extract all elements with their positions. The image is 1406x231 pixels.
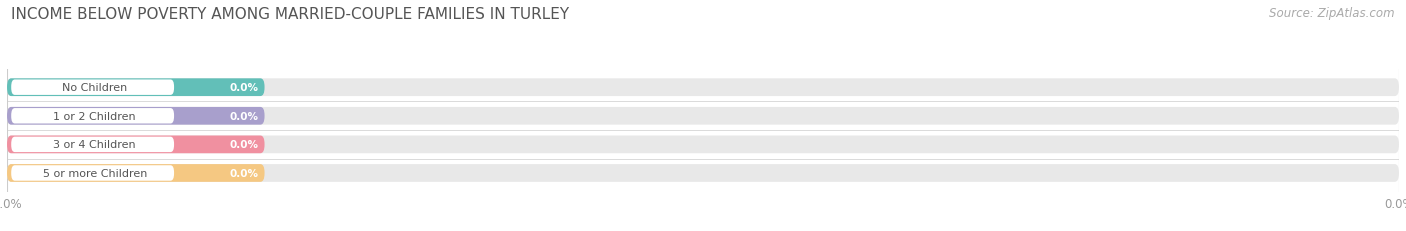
FancyBboxPatch shape	[7, 136, 1399, 154]
Text: 5 or more Children: 5 or more Children	[42, 168, 146, 178]
Text: 1 or 2 Children: 1 or 2 Children	[53, 111, 136, 121]
FancyBboxPatch shape	[7, 107, 264, 125]
FancyBboxPatch shape	[11, 137, 174, 152]
FancyBboxPatch shape	[7, 107, 1399, 125]
Text: 3 or 4 Children: 3 or 4 Children	[53, 140, 136, 150]
FancyBboxPatch shape	[11, 80, 174, 95]
FancyBboxPatch shape	[7, 79, 1399, 97]
Text: 0.0%: 0.0%	[229, 140, 259, 150]
Text: 0.0%: 0.0%	[229, 83, 259, 93]
FancyBboxPatch shape	[7, 136, 264, 154]
Text: 0.0%: 0.0%	[229, 111, 259, 121]
Text: No Children: No Children	[62, 83, 128, 93]
Text: 0.0%: 0.0%	[229, 168, 259, 178]
Text: INCOME BELOW POVERTY AMONG MARRIED-COUPLE FAMILIES IN TURLEY: INCOME BELOW POVERTY AMONG MARRIED-COUPL…	[11, 7, 569, 22]
FancyBboxPatch shape	[7, 79, 264, 97]
FancyBboxPatch shape	[11, 166, 174, 181]
FancyBboxPatch shape	[7, 164, 264, 182]
FancyBboxPatch shape	[7, 164, 1399, 182]
FancyBboxPatch shape	[11, 109, 174, 124]
Text: Source: ZipAtlas.com: Source: ZipAtlas.com	[1270, 7, 1395, 20]
